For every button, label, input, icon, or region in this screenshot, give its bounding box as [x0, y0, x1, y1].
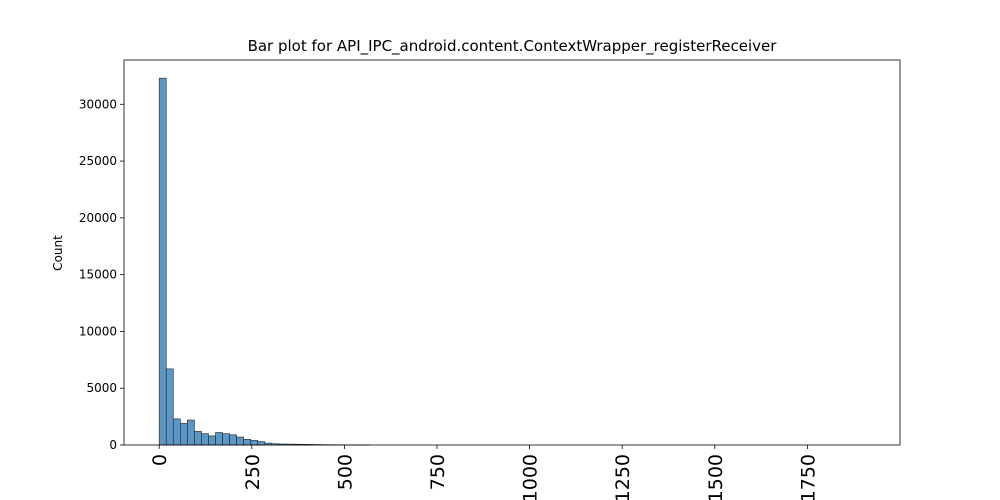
bar [180, 423, 188, 446]
y-tick-label: 5000 [86, 381, 117, 395]
x-tick-label: 0 [149, 454, 171, 466]
bar [194, 431, 202, 446]
bar [250, 440, 259, 446]
y-tick-label: 10000 [79, 324, 117, 338]
bar [172, 418, 181, 446]
bar [222, 433, 230, 446]
y-tick-label: 25000 [79, 154, 117, 168]
bar [257, 441, 266, 446]
x-tick-label: 1500 [705, 454, 727, 500]
x-tick-label: 750 [427, 454, 449, 490]
bar [165, 368, 174, 446]
bar [201, 433, 209, 446]
bar [215, 432, 223, 446]
bar [187, 419, 195, 446]
bar [158, 77, 167, 446]
chart-title: Bar plot for API_IPC_android.content.Con… [248, 37, 778, 56]
bar [208, 435, 216, 446]
y-tick-label: 0 [109, 438, 117, 452]
bar [236, 436, 244, 446]
bar [229, 434, 237, 446]
plot-frame [123, 59, 901, 446]
x-tick-label: 250 [242, 454, 264, 490]
x-tick-label: 1750 [797, 454, 819, 500]
y-axis-label: Count [51, 235, 65, 271]
bar [243, 439, 251, 446]
x-tick-label: 1250 [612, 454, 634, 500]
x-tick-label: 500 [334, 454, 356, 490]
x-tick-label: 1000 [520, 454, 542, 500]
y-tick-label: 15000 [79, 268, 117, 282]
y-tick-label: 20000 [79, 211, 117, 225]
y-tick-label: 30000 [79, 97, 117, 111]
